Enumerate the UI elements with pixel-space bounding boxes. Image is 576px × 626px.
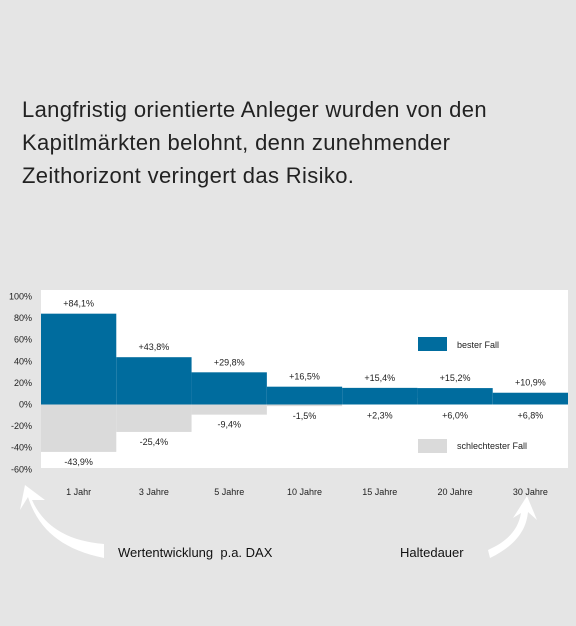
y-tick-label: 80%	[14, 313, 32, 323]
bar-bester-fall	[417, 388, 493, 405]
bar-bester-fall	[266, 386, 343, 405]
data-label-schlechtester-fall: -9,4%	[217, 420, 241, 430]
caption-right: Haltedauer	[400, 545, 464, 560]
y-tick-label: 100%	[9, 292, 32, 302]
data-label-bester-fall: +15,4%	[364, 373, 395, 383]
bar-bester-fall	[191, 372, 267, 405]
y-tick-label: 20%	[14, 378, 32, 388]
legend-label-bester-fall: bester Fall	[457, 340, 499, 350]
data-label-schlechtester-fall: +2,3%	[367, 411, 393, 421]
headline-line-2: Kapitlmärkten belohnt, denn zunehmender	[22, 130, 451, 155]
x-tick-label: 3 Jahre	[139, 487, 169, 497]
bar-schlechtester-fall	[191, 404, 267, 415]
chart-svg: 100% 80% 60% 40% 20% 0% -20% -40% -60% +84,1% -43,…	[9, 290, 568, 497]
caption-left: Wertentwicklung p.a. DAX	[118, 545, 273, 560]
data-label-bester-fall: +16,5%	[289, 372, 320, 382]
y-tick-label: 0%	[19, 400, 32, 410]
bar-schlechtester-fall	[266, 404, 343, 407]
data-label-bester-fall: +15,2%	[440, 373, 471, 383]
bar-bester-fall	[41, 313, 117, 405]
x-tick-label: 10 Jahre	[287, 487, 322, 497]
x-tick-label: 30 Jahre	[513, 487, 548, 497]
data-label-schlechtester-fall: +6,0%	[442, 411, 468, 421]
bar-bester-fall	[492, 392, 568, 405]
data-label-bester-fall: +10,9%	[515, 378, 546, 388]
y-tick-label: -20%	[11, 421, 32, 431]
x-tick-label: 15 Jahre	[362, 487, 397, 497]
data-label-schlechtester-fall: -43,9%	[64, 457, 93, 467]
headline-line-1: Langfristig orientierte Anleger wurden v…	[22, 97, 487, 122]
data-label-bester-fall: +29,8%	[214, 357, 245, 367]
bar-schlechtester-fall	[116, 404, 192, 432]
legend-swatch-bester-fall	[418, 337, 447, 351]
data-label-schlechtester-fall: -25,4%	[140, 437, 169, 447]
chart: 100% 80% 60% 40% 20% 0% -20% -40% -60% +84,1% -43,…	[0, 280, 576, 510]
bar-schlechtester-fall	[41, 404, 117, 452]
headline-line-3: Zeithorizont veringert das Risiko.	[22, 163, 355, 188]
y-tick-label: 60%	[14, 335, 32, 345]
legend-label-schlechtester-fall: schlechtester Fall	[457, 441, 527, 451]
data-label-bester-fall: +84,1%	[63, 299, 94, 309]
data-label-bester-fall: +43,8%	[139, 342, 170, 352]
y-tick-label: 40%	[14, 356, 32, 366]
data-label-schlechtester-fall: -1,5%	[293, 411, 317, 421]
data-label-schlechtester-fall: +6,8%	[517, 411, 543, 421]
legend-swatch-schlechtester-fall	[418, 439, 447, 453]
y-tick-label: -40%	[11, 443, 32, 453]
bar-bester-fall	[116, 357, 192, 405]
bar-bester-fall	[342, 387, 418, 405]
x-tick-label: 20 Jahre	[438, 487, 473, 497]
x-tick-label: 5 Jahre	[214, 487, 244, 497]
y-tick-label: -60%	[11, 464, 32, 474]
headline: Langfristig orientierte Anleger wurden v…	[22, 93, 562, 192]
x-tick-label: 1 Jahr	[66, 487, 91, 497]
